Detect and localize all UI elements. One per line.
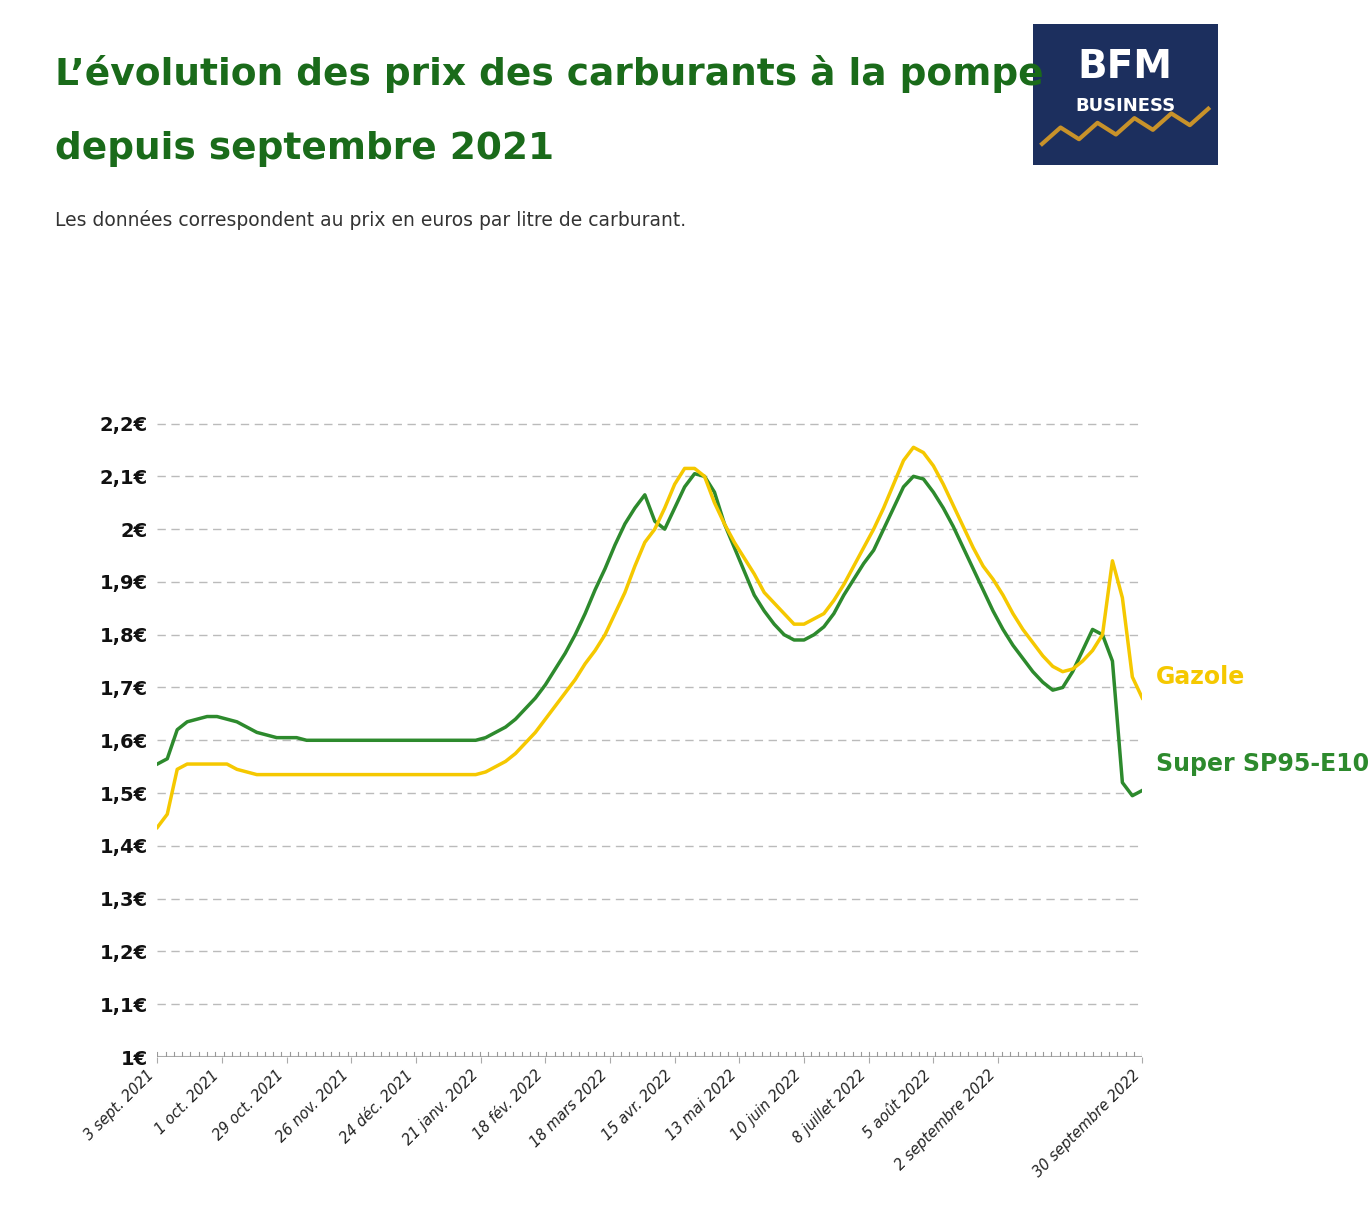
Text: L’évolution des prix des carburants à la pompe: L’évolution des prix des carburants à la… bbox=[55, 55, 1044, 93]
Text: BFM: BFM bbox=[1078, 48, 1172, 86]
Text: Les données correspondent au prix en euros par litre de carburant.: Les données correspondent au prix en eur… bbox=[55, 210, 685, 230]
Text: BUSINESS: BUSINESS bbox=[1075, 97, 1175, 115]
Text: depuis septembre 2021: depuis septembre 2021 bbox=[55, 131, 554, 166]
Text: Gazole: Gazole bbox=[1156, 665, 1245, 689]
Text: Super SP95-E10: Super SP95-E10 bbox=[1156, 752, 1368, 776]
